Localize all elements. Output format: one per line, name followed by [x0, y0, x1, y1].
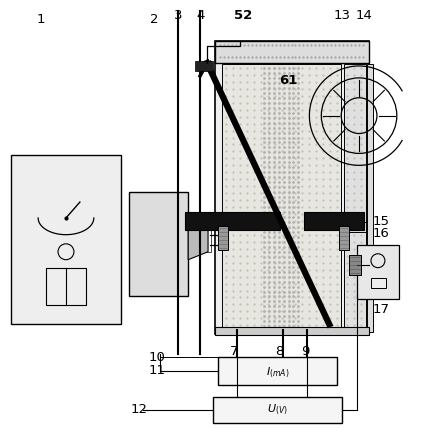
- Bar: [205, 230, 211, 252]
- Text: 16: 16: [372, 227, 389, 240]
- Text: 9: 9: [301, 344, 309, 358]
- Text: 11: 11: [148, 365, 165, 378]
- Bar: [344, 64, 365, 330]
- Text: 12: 12: [130, 403, 147, 416]
- Bar: [348, 255, 360, 275]
- Polygon shape: [188, 222, 208, 260]
- Bar: [128, 192, 188, 296]
- Bar: [356, 245, 398, 299]
- Text: 7: 7: [229, 344, 238, 358]
- Text: $I_{(mA)}$: $I_{(mA)}$: [265, 366, 289, 380]
- Bar: [221, 64, 341, 330]
- Text: 3: 3: [174, 9, 182, 22]
- Text: 61: 61: [279, 74, 297, 87]
- Bar: [218, 357, 336, 385]
- Text: 15: 15: [372, 215, 389, 228]
- Bar: [215, 41, 368, 334]
- Bar: [11, 155, 120, 324]
- Bar: [338, 226, 348, 250]
- Text: 52: 52: [233, 9, 252, 22]
- Text: 2: 2: [150, 13, 159, 26]
- Text: 4: 4: [196, 9, 204, 22]
- Bar: [215, 327, 368, 335]
- Text: 1: 1: [36, 13, 45, 26]
- Text: 17: 17: [372, 303, 389, 316]
- Bar: [46, 267, 86, 305]
- Bar: [370, 278, 385, 288]
- Bar: [195, 61, 212, 71]
- Text: $U_{(V)}$: $U_{(V)}$: [267, 402, 287, 417]
- Bar: [366, 64, 372, 332]
- Text: 8: 8: [275, 344, 283, 358]
- Text: 10: 10: [148, 350, 165, 364]
- Bar: [304, 212, 363, 230]
- Text: 13: 13: [332, 9, 350, 22]
- Bar: [215, 41, 368, 63]
- Bar: [185, 212, 279, 230]
- Bar: [212, 397, 341, 423]
- Bar: [218, 226, 227, 250]
- Text: 14: 14: [354, 9, 371, 22]
